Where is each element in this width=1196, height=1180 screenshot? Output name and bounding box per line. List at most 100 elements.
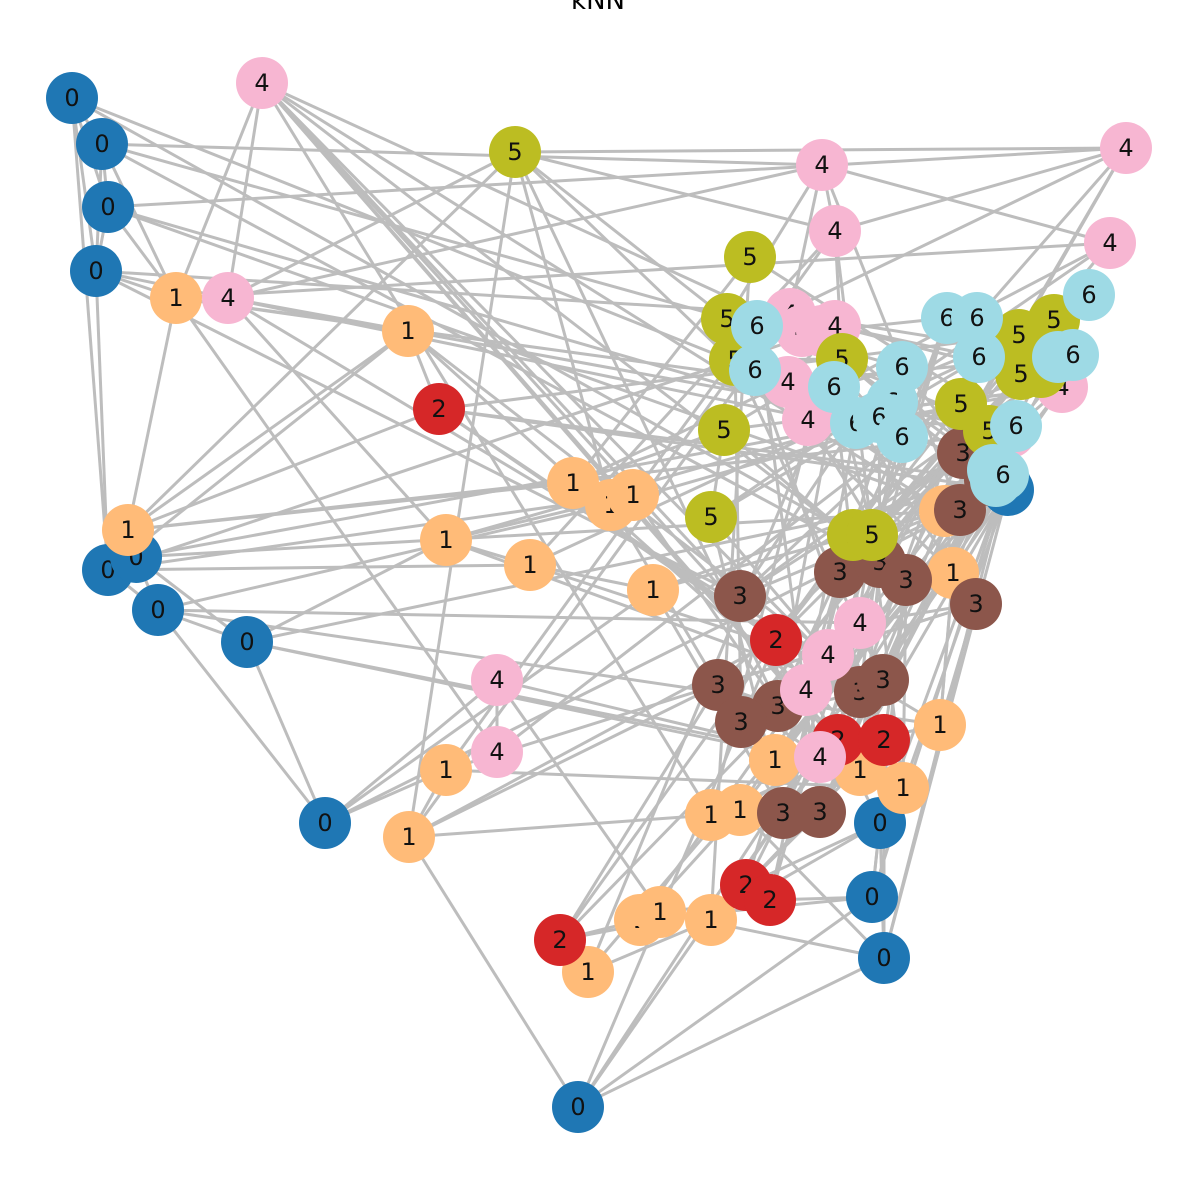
node-circle xyxy=(534,914,586,966)
graph-edge xyxy=(135,509,946,559)
node-circle xyxy=(880,554,932,606)
node-circle xyxy=(685,491,737,543)
node-circle xyxy=(794,731,846,783)
node-label: 0 xyxy=(94,130,109,158)
node-circle xyxy=(552,1081,604,1133)
graph-edge xyxy=(577,956,885,1109)
node-label: 1 xyxy=(580,958,595,986)
graph-node-class-3: 3 xyxy=(715,696,767,748)
node-circle xyxy=(1047,329,1099,381)
graph-node-class-6: 6 xyxy=(731,300,783,352)
node-circle xyxy=(471,654,523,706)
graph-node-class-0: 0 xyxy=(299,797,351,849)
graph-node-class-6: 6 xyxy=(951,292,1003,344)
graph-node-class-4: 4 xyxy=(471,654,523,706)
node-label: 1 xyxy=(400,317,415,345)
graph-node-class-3: 3 xyxy=(714,570,766,622)
node-circle xyxy=(685,894,737,946)
graph-edge xyxy=(126,297,178,531)
node-label: 4 xyxy=(827,312,842,340)
graph-edge xyxy=(725,164,824,320)
graph-node-class-0: 0 xyxy=(132,584,184,636)
node-circle xyxy=(714,570,766,622)
node-circle xyxy=(953,331,1005,383)
node-circle xyxy=(729,344,781,396)
node-circle xyxy=(102,504,154,556)
graph-node-class-2: 2 xyxy=(858,714,910,766)
node-label: 0 xyxy=(570,1093,585,1121)
node-label: 1 xyxy=(852,756,867,784)
node-label: 1 xyxy=(652,898,667,926)
graph-node-class-4: 4 xyxy=(794,731,846,783)
graph-edge xyxy=(226,296,448,542)
graph-edge xyxy=(738,422,858,597)
node-circle xyxy=(383,811,435,863)
node-label: 1 xyxy=(438,756,453,784)
graph-node-class-6: 6 xyxy=(953,331,1005,383)
graph-edge xyxy=(126,150,517,532)
node-label: 4 xyxy=(800,406,815,434)
node-circle xyxy=(489,126,541,178)
node-label: 4 xyxy=(220,284,235,312)
node-label: 1 xyxy=(732,796,747,824)
graph-node-class-0: 0 xyxy=(76,118,128,170)
node-label: 5 xyxy=(716,416,731,444)
node-label: 1 xyxy=(625,481,640,509)
graph-edge xyxy=(227,163,823,300)
node-label: 3 xyxy=(710,671,725,699)
graph-edge xyxy=(127,407,440,532)
node-label: 6 xyxy=(969,304,984,332)
graph-node-class-4: 4 xyxy=(1100,122,1152,174)
graph-edge xyxy=(175,296,789,384)
node-circle xyxy=(846,509,898,561)
node-label: 0 xyxy=(100,193,115,221)
graph-node-class-1: 1 xyxy=(504,539,556,591)
node-label: 3 xyxy=(952,496,967,524)
node-label: 6 xyxy=(1081,281,1096,309)
graph-node-class-1: 1 xyxy=(685,894,737,946)
graph-edge xyxy=(514,150,836,233)
node-label: 0 xyxy=(239,628,254,656)
graph-node-class-1: 1 xyxy=(607,469,659,521)
node-circle xyxy=(413,383,465,435)
graph-node-class-6: 6 xyxy=(1047,329,1099,381)
node-label: 1 xyxy=(522,551,537,579)
node-circle xyxy=(202,272,254,324)
node-circle xyxy=(858,932,910,984)
graph-edge xyxy=(407,151,517,838)
node-circle xyxy=(132,584,184,636)
node-label: 5 xyxy=(507,138,522,166)
graph-node-class-1: 1 xyxy=(627,564,679,616)
graph-node-class-1: 1 xyxy=(382,305,434,357)
graph-node-class-6: 6 xyxy=(977,449,1029,501)
graph-node-class-4: 4 xyxy=(780,664,832,716)
node-label: 4 xyxy=(812,743,827,771)
node-circle xyxy=(471,726,523,778)
node-circle xyxy=(749,734,801,786)
node-label: 6 xyxy=(826,373,841,401)
graph-node-class-4: 4 xyxy=(834,597,886,649)
graph-edge xyxy=(261,81,946,513)
node-layer: 0000000000000001111111111111111111111122… xyxy=(46,57,1152,1133)
graph-node-class-6: 6 xyxy=(990,400,1042,452)
node-label: 1 xyxy=(767,746,782,774)
node-label: 6 xyxy=(939,304,954,332)
node-circle xyxy=(150,272,202,324)
graph-edge xyxy=(558,684,720,941)
node-label: 5 xyxy=(1046,306,1061,334)
node-label: 1 xyxy=(565,469,580,497)
graph-node-class-5: 5 xyxy=(698,404,750,456)
graph-node-class-1: 1 xyxy=(547,457,599,509)
graph-edge xyxy=(408,813,712,839)
node-circle xyxy=(876,411,928,463)
graph-node-class-2: 2 xyxy=(534,914,586,966)
graph-edge xyxy=(174,297,499,753)
node-circle xyxy=(858,714,910,766)
graph-edge xyxy=(175,241,1111,300)
node-label: 4 xyxy=(489,738,504,766)
graph-node-class-4: 4 xyxy=(796,139,848,191)
graph-edge xyxy=(408,683,719,839)
graph-edge xyxy=(834,146,1127,233)
node-circle xyxy=(714,784,766,836)
